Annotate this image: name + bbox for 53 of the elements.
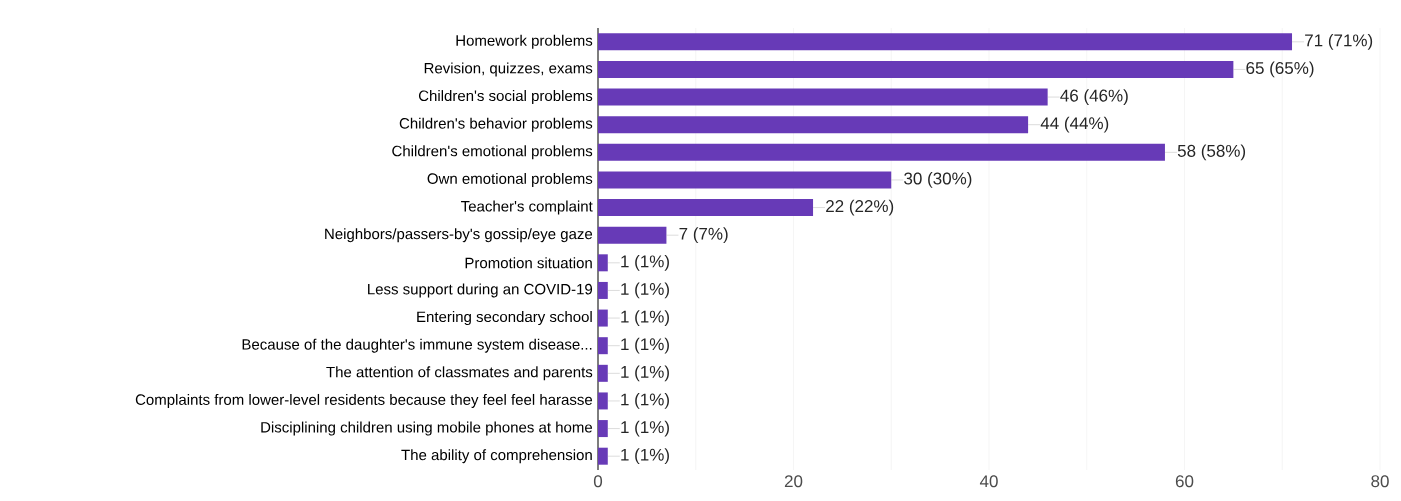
data-label: 1 (1%): [621, 448, 669, 465]
x-tick-label: 60: [1175, 475, 1194, 488]
data-label: 71 (71%): [1305, 33, 1373, 50]
data-label: 1 (1%): [621, 337, 669, 354]
data-label: 1 (1%): [621, 310, 669, 326]
y-tick-label: Disciplining children using mobile phones at home: [261, 421, 593, 436]
bar: [598, 171, 892, 189]
y-tick-label: Children's behavior problems: [399, 117, 593, 132]
y-tick-label: Revision, quizzes, exams: [424, 62, 593, 77]
bar: [598, 199, 814, 217]
x-tick-label: 80: [1371, 475, 1389, 488]
y-tick-label: Own emotional problems: [427, 172, 593, 187]
y-tick-label: Because of the daughter's immune system disease...: [242, 338, 592, 353]
bar: [598, 60, 1234, 78]
data-label: 1 (1%): [621, 282, 669, 299]
data-label: 46 (46%): [1060, 89, 1128, 105]
data-label: 1 (1%): [621, 365, 669, 382]
y-tick-label: Homework problems: [456, 34, 593, 49]
y-tick-label: Promotion situation: [465, 257, 592, 269]
bar: [598, 254, 608, 272]
y-tick-label: Entering secondary school: [417, 311, 592, 326]
bar: [598, 364, 608, 382]
bar: [598, 116, 1029, 134]
y-tick-label: The attention of classmates and parents: [326, 366, 593, 381]
bar: [598, 447, 608, 465]
y-tick-label: Children's emotional problems: [392, 145, 593, 160]
data-label: 1 (1%): [621, 393, 669, 409]
bar: [598, 226, 667, 244]
data-label: 1 (1%): [621, 254, 669, 271]
x-tick-label: 20: [784, 475, 803, 488]
y-tick-label: Teacher's complaint: [461, 200, 593, 215]
data-label: 44 (44%): [1040, 116, 1109, 133]
x-tick-label: 40: [979, 475, 998, 488]
bar: [598, 281, 608, 299]
data-label: 7 (7%): [679, 227, 728, 244]
bar: [598, 143, 1165, 161]
y-tick-label: Complaints from lower-level residents because they feel feel harasse: [135, 393, 593, 408]
bar: [598, 309, 608, 327]
y-tick-label: Less support during an COVID-19: [368, 283, 593, 298]
bar: [598, 420, 608, 438]
y-tick-label: The ability of comprehension: [401, 449, 592, 464]
x-tick-label: 0: [593, 475, 603, 488]
data-label: 30 (30%): [904, 172, 972, 188]
y-tick-label: Neighbors/passers-by's gossip/eye gaze: [325, 228, 593, 243]
bar: [598, 392, 608, 410]
data-label: 1 (1%): [621, 420, 669, 437]
bar: [598, 337, 608, 355]
y-tick-label: Children's social problems: [418, 90, 593, 105]
bar: [598, 88, 1048, 106]
data-label: 58 (58%): [1177, 144, 1246, 161]
data-label: 65 (65%): [1246, 61, 1314, 78]
data-label: 22 (22%): [826, 199, 894, 216]
bar: [598, 33, 1293, 51]
